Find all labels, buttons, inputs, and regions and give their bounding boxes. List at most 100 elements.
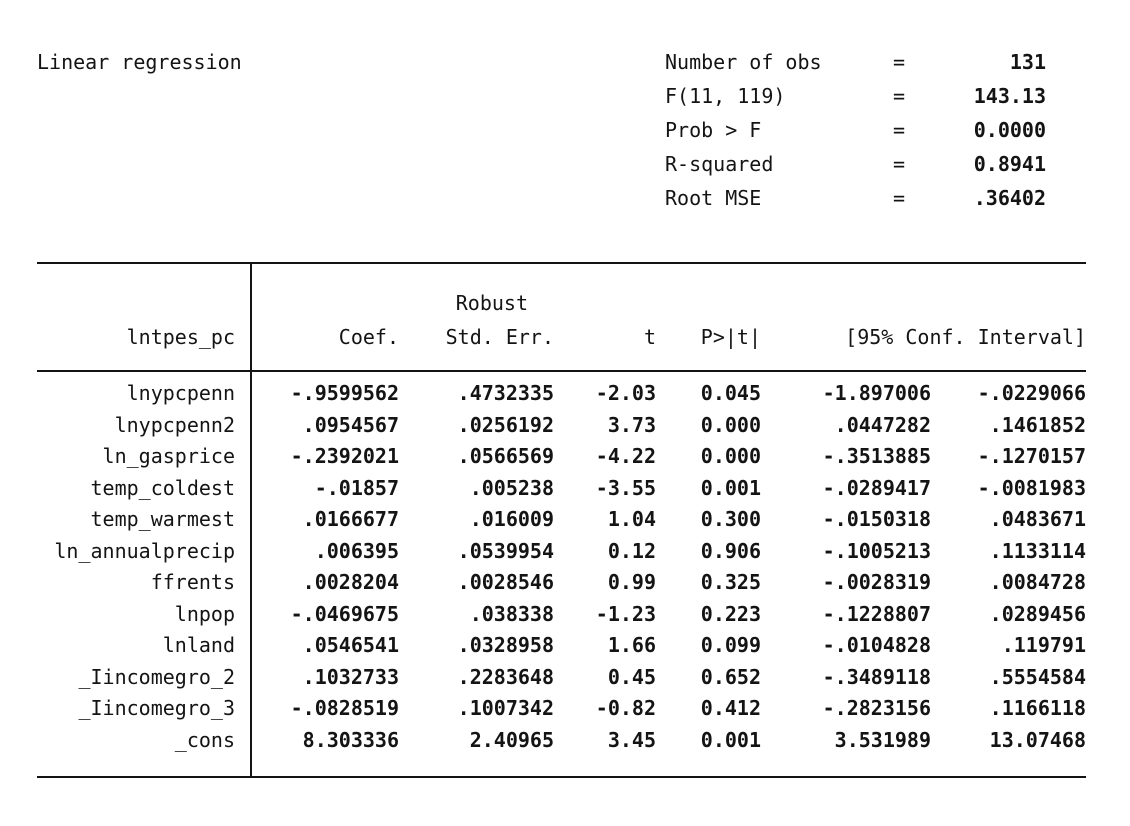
t-cell: -0.82 bbox=[595, 696, 656, 720]
stderr-cell: .0256192 bbox=[457, 412, 554, 437]
table-header-robust-row: Robust bbox=[37, 286, 1086, 320]
t-cell: -4.22 bbox=[595, 444, 656, 468]
var-name-cell: temp_coldest bbox=[90, 475, 236, 500]
t-cell: 1.04 bbox=[607, 507, 656, 531]
stderr-cell: .2283648 bbox=[457, 664, 554, 689]
column-header-pvalue: P>|t| bbox=[700, 325, 761, 349]
coef-cell: -.0828519 bbox=[290, 696, 399, 720]
var-name-cell: _Iincomegro_3 bbox=[78, 696, 235, 720]
ci-high-cell: .5554584 bbox=[989, 664, 1086, 689]
ci-low-cell: -.3513885 bbox=[822, 444, 931, 468]
ci-low-cell: -.1228807 bbox=[822, 601, 931, 626]
table-header-row: lntpes_pc Coef. Std. Err. t P>|t| [95% C… bbox=[37, 320, 1086, 354]
pvalue-cell: 0.300 bbox=[700, 507, 761, 531]
coef-cell: -.2392021 bbox=[290, 444, 399, 468]
ci-low-cell: 3.531989 bbox=[834, 727, 931, 752]
depvar-cell: lntpes_pc bbox=[126, 325, 235, 349]
stat-label: R-squared bbox=[665, 152, 774, 176]
ci-high-cell: .0289456 bbox=[989, 601, 1086, 626]
stat-label: Prob > F bbox=[665, 118, 762, 142]
table-row: _Iincomegro_2 .1032733 .2283648 0.45 0.6… bbox=[37, 662, 1086, 694]
coef-cell: .0166677 bbox=[302, 507, 399, 531]
pvalue-cell: 0.000 bbox=[700, 412, 761, 437]
coef-cell: -.01857 bbox=[314, 475, 399, 500]
stderr-cell: .4732335 bbox=[457, 381, 554, 405]
coef-cell: .0954567 bbox=[302, 412, 399, 437]
column-header-t: t bbox=[643, 325, 656, 349]
model-stats: Number of obs = 131 F(11, 119) = 143.13 … bbox=[665, 45, 1046, 215]
stat-label: Root MSE bbox=[665, 186, 762, 210]
t-cell: 1.66 bbox=[607, 633, 656, 657]
t-cell: 0.12 bbox=[607, 538, 656, 563]
var-name-cell: lnland bbox=[162, 633, 235, 657]
stderr-cell: .0028546 bbox=[457, 570, 554, 594]
stderr-cell: .0539954 bbox=[457, 538, 554, 563]
table-row: ln_gasprice -.2392021 .0566569 -4.22 0.0… bbox=[37, 441, 1086, 473]
ci-low-cell: .0447282 bbox=[834, 412, 931, 437]
pvalue-cell: 0.001 bbox=[700, 475, 761, 500]
ci-low-cell: -.0289417 bbox=[822, 475, 931, 500]
ci-high-cell: .1133114 bbox=[989, 538, 1086, 563]
var-name-cell: temp_warmest bbox=[90, 507, 236, 531]
ci-high-cell: .1461852 bbox=[989, 412, 1086, 437]
column-header-ci: [95% Conf. Interval] bbox=[845, 325, 1086, 349]
pvalue-cell: 0.000 bbox=[700, 444, 761, 468]
t-cell: 0.45 bbox=[607, 664, 656, 689]
ci-high-cell: .0084728 bbox=[989, 570, 1086, 594]
page-title: Linear regression bbox=[37, 50, 242, 74]
table-row: _Iincomegro_3 -.0828519 .1007342 -0.82 0… bbox=[37, 693, 1086, 725]
stat-label: F(11, 119) bbox=[665, 84, 786, 108]
stat-value: .36402 bbox=[973, 186, 1046, 210]
table-row: lnpop -.0469675 .038338 -1.23 0.223 -.12… bbox=[37, 599, 1086, 631]
pvalue-cell: 0.412 bbox=[700, 696, 761, 720]
ci-high-cell: -.1270157 bbox=[977, 444, 1086, 468]
ci-high-cell: .0483671 bbox=[989, 507, 1086, 531]
coef-cell: .0546541 bbox=[302, 633, 399, 657]
stat-row-f-statistic: F(11, 119) = 143.13 bbox=[665, 79, 1046, 113]
var-name-cell: lnypcpenn bbox=[126, 381, 235, 405]
t-cell: -1.23 bbox=[595, 601, 656, 626]
table-row: lnypcpenn2 .0954567 .0256192 3.73 0.000 … bbox=[37, 410, 1086, 442]
coef-cell: 8.303336 bbox=[302, 727, 399, 752]
stat-value: 131 bbox=[1009, 50, 1046, 74]
t-cell: 3.73 bbox=[607, 412, 656, 437]
column-header-stderr: Std. Err. bbox=[445, 325, 554, 349]
coef-cell: .1032733 bbox=[302, 664, 399, 689]
table-row: _cons 8.303336 2.40965 3.45 0.001 3.5319… bbox=[37, 725, 1086, 757]
stderr-cell: .1007342 bbox=[457, 696, 554, 720]
coef-cell: -.0469675 bbox=[290, 601, 399, 626]
var-name-cell: ffrents bbox=[150, 570, 235, 594]
column-divider bbox=[250, 264, 252, 776]
ci-low-cell: -.3489118 bbox=[822, 664, 931, 689]
coef-cell: .006395 bbox=[314, 538, 399, 563]
table-row: temp_coldest -.01857 .005238 -3.55 0.001… bbox=[37, 473, 1087, 505]
t-cell: -2.03 bbox=[595, 381, 656, 405]
stat-row-root-mse: Root MSE = .36402 bbox=[665, 181, 1046, 215]
results-table-body: lnypcpenn -.9599562 .4732335 -2.03 0.045… bbox=[37, 372, 1086, 776]
stat-row-prob-f: Prob > F = 0.0000 bbox=[665, 113, 1046, 147]
pvalue-cell: 0.099 bbox=[700, 633, 761, 657]
table-row: lnypcpenn -.9599562 .4732335 -2.03 0.045… bbox=[37, 378, 1086, 410]
pvalue-cell: 0.652 bbox=[700, 664, 761, 689]
stderr-cell: .0328958 bbox=[457, 633, 554, 657]
pvalue-cell: 0.001 bbox=[700, 727, 761, 752]
stat-row-number-of-obs: Number of obs = 131 bbox=[665, 45, 1046, 79]
ci-high-cell: .119791 bbox=[1001, 633, 1086, 657]
var-name-cell: lnpop bbox=[174, 601, 235, 626]
stat-equals: = bbox=[893, 186, 906, 210]
ci-low-cell: -.0028319 bbox=[822, 570, 931, 594]
pvalue-cell: 0.325 bbox=[700, 570, 761, 594]
coef-cell: .0028204 bbox=[302, 570, 399, 594]
stat-value: 143.13 bbox=[973, 84, 1046, 108]
ci-low-cell: -.2823156 bbox=[822, 696, 931, 720]
table-row: ln_annualprecip .006395 .0539954 0.12 0.… bbox=[37, 536, 1086, 568]
stderr-cell: .005238 bbox=[469, 475, 554, 500]
stderr-cell: .0566569 bbox=[457, 444, 554, 468]
stderr-cell: .038338 bbox=[469, 601, 554, 626]
t-cell: 0.99 bbox=[607, 570, 656, 594]
pvalue-cell: 0.223 bbox=[700, 601, 761, 626]
table-row: temp_warmest .0166677 .016009 1.04 0.300… bbox=[37, 504, 1087, 536]
stat-label: Number of obs bbox=[665, 50, 822, 74]
stat-equals: = bbox=[893, 118, 906, 142]
stat-row-r-squared: R-squared = 0.8941 bbox=[665, 147, 1046, 181]
